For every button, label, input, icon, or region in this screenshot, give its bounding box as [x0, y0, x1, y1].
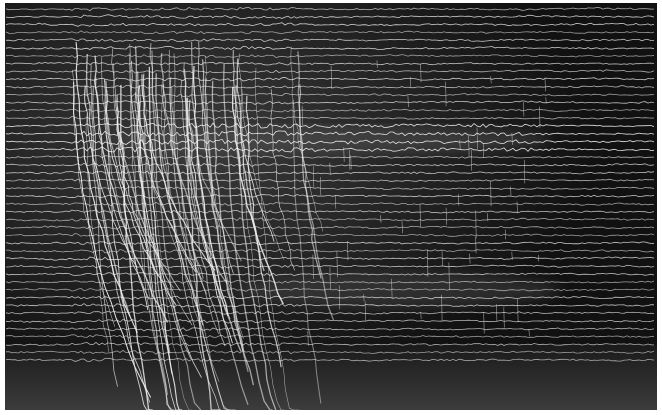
page: (() => { const data = JSON.parse(documen… — [0, 0, 662, 415]
seismogram-photo — [0, 0, 662, 415]
film-lower-area — [5, 345, 657, 410]
